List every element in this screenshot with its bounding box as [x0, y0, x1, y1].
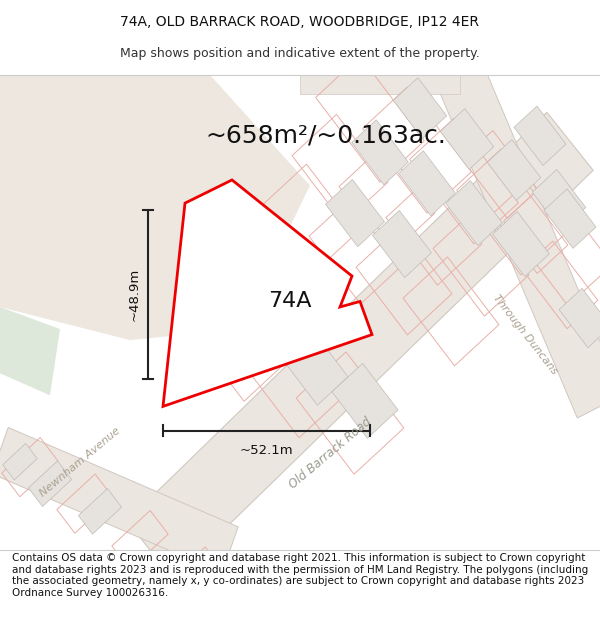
Polygon shape: [393, 78, 447, 139]
Polygon shape: [0, 307, 60, 396]
Polygon shape: [437, 63, 600, 418]
Polygon shape: [232, 297, 298, 372]
Polygon shape: [3, 443, 37, 480]
Polygon shape: [352, 120, 409, 185]
Polygon shape: [282, 330, 348, 405]
Polygon shape: [544, 189, 596, 248]
Text: Map shows position and indicative extent of the property.: Map shows position and indicative extent…: [120, 48, 480, 61]
Polygon shape: [163, 180, 372, 406]
Polygon shape: [373, 211, 431, 278]
Polygon shape: [514, 106, 566, 166]
Text: 74A: 74A: [268, 291, 312, 311]
Polygon shape: [28, 461, 71, 506]
Text: Old Barrack Road: Old Barrack Road: [286, 414, 374, 491]
Polygon shape: [300, 56, 460, 94]
Text: ~658m²/~0.163ac.: ~658m²/~0.163ac.: [205, 124, 446, 148]
Polygon shape: [446, 181, 502, 246]
Polygon shape: [440, 109, 494, 169]
Polygon shape: [127, 112, 593, 579]
Text: Contains OS data © Crown copyright and database right 2021. This information is : Contains OS data © Crown copyright and d…: [12, 553, 588, 598]
Text: Newnham Avenue: Newnham Avenue: [38, 425, 122, 498]
Polygon shape: [398, 151, 455, 216]
Polygon shape: [0, 428, 238, 573]
Polygon shape: [532, 169, 586, 230]
Polygon shape: [559, 288, 600, 348]
Text: ~48.9m: ~48.9m: [128, 268, 140, 321]
Polygon shape: [493, 211, 550, 276]
Polygon shape: [0, 75, 600, 550]
Polygon shape: [332, 363, 398, 438]
Polygon shape: [326, 179, 385, 247]
Polygon shape: [487, 139, 541, 201]
Polygon shape: [79, 489, 122, 534]
Text: ~52.1m: ~52.1m: [239, 444, 293, 457]
Text: Through Duncans: Through Duncans: [491, 293, 559, 376]
Polygon shape: [0, 75, 310, 340]
Text: 74A, OLD BARRACK ROAD, WOODBRIDGE, IP12 4ER: 74A, OLD BARRACK ROAD, WOODBRIDGE, IP12 …: [121, 16, 479, 29]
